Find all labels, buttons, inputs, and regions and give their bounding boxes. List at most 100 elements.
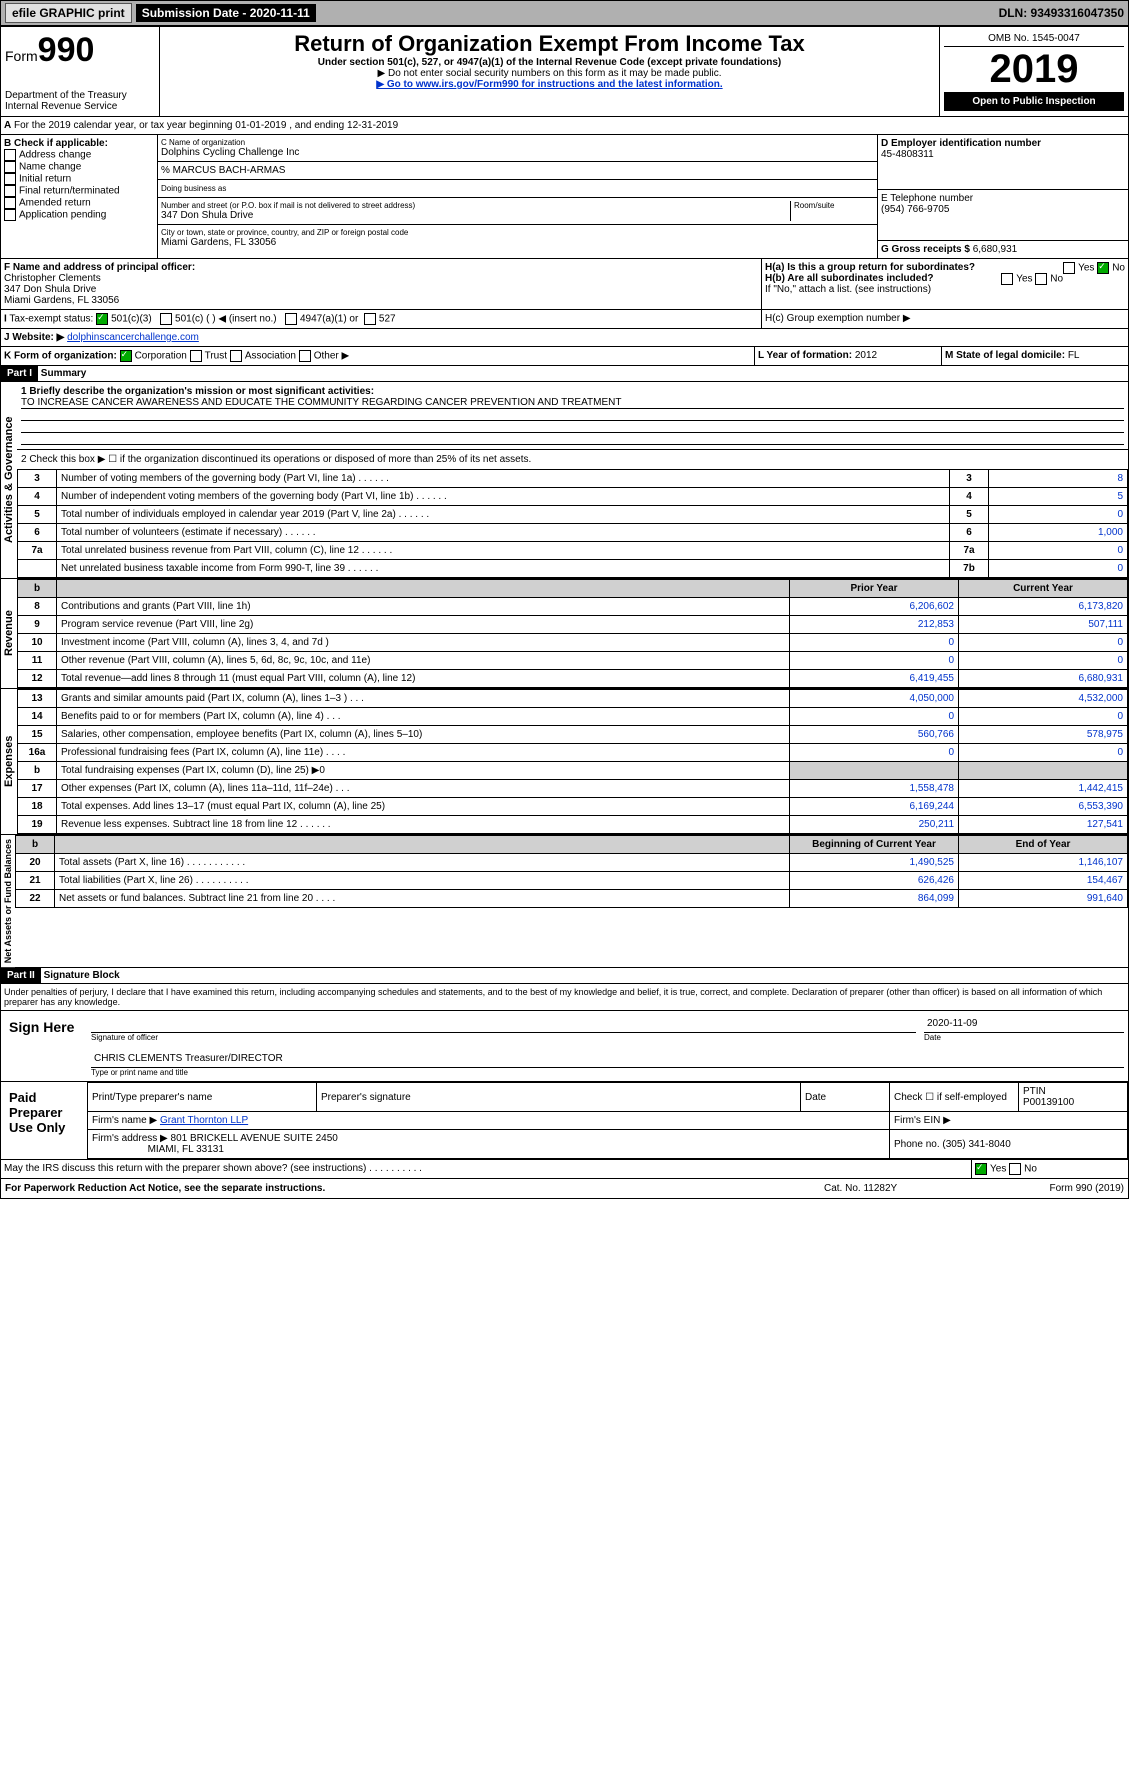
date-label: Date — [924, 1033, 1124, 1042]
row-text: Total number of volunteers (estimate if … — [57, 524, 950, 542]
efile-print-button[interactable]: efile GRAPHIC print — [5, 3, 132, 23]
catno: Cat. No. 11282Y — [824, 1183, 974, 1194]
check-amended[interactable] — [4, 197, 16, 209]
submission-date: Submission Date - 2020-11-11 — [136, 4, 316, 22]
check-4947[interactable] — [285, 313, 297, 325]
top-bar: efile GRAPHIC print Submission Date - 20… — [0, 0, 1129, 26]
firmein-label: Firm's EIN ▶ — [890, 1112, 1128, 1130]
check-corp[interactable] — [120, 350, 132, 362]
prior-val: 1,490,525 — [790, 854, 959, 872]
check-501c3[interactable] — [96, 313, 108, 325]
form-subtitle: Under section 501(c), 527, or 4947(a)(1)… — [164, 57, 935, 68]
box-d-label: D Employer identification number — [881, 138, 1125, 149]
box-j-label: Website: ▶ — [12, 332, 64, 343]
row-num: 10 — [18, 634, 57, 652]
current-val: 0 — [959, 652, 1128, 670]
current-val: 578,975 — [959, 726, 1128, 744]
prior-val: 1,558,478 — [790, 780, 959, 798]
check-527[interactable] — [364, 313, 376, 325]
row-val: 0 — [989, 542, 1128, 560]
current-val — [959, 762, 1128, 780]
firmname-label: Firm's name ▶ — [92, 1115, 157, 1126]
current-val: 1,146,107 — [959, 854, 1128, 872]
row-num: 9 — [18, 616, 57, 634]
firm-city: MIAMI, FL 33131 — [148, 1144, 224, 1155]
prior-val: 0 — [790, 708, 959, 726]
box-l-label: L Year of formation: — [758, 350, 852, 361]
discuss-no[interactable] — [1009, 1163, 1021, 1175]
officer-addr2: Miami Gardens, FL 33056 — [4, 295, 758, 306]
city-label: City or town, state or province, country… — [161, 228, 874, 237]
row-val: 0 — [989, 560, 1128, 578]
row-text: Revenue less expenses. Subtract line 18 … — [57, 816, 790, 834]
discuss-label: May the IRS discuss this return with the… — [1, 1160, 972, 1178]
row-text: Other revenue (Part VIII, column (A), li… — [57, 652, 790, 670]
check-assoc[interactable] — [230, 350, 242, 362]
hb-yes[interactable] — [1001, 273, 1013, 285]
box-e-label: E Telephone number — [881, 193, 1125, 204]
row-num: 12 — [18, 670, 57, 688]
check-application[interactable] — [4, 209, 16, 221]
current-val: 0 — [959, 744, 1128, 762]
part2-sub: Signature Block — [44, 970, 120, 981]
row-num: 7a — [18, 542, 57, 560]
ha-no[interactable] — [1097, 262, 1109, 274]
hb-no[interactable] — [1035, 273, 1047, 285]
side-activities: Activities & Governance — [1, 382, 17, 578]
row-num: 3 — [18, 470, 57, 488]
row-box: 5 — [950, 506, 989, 524]
officer-print: CHRIS CLEMENTS Treasurer/DIRECTOR — [91, 1050, 1124, 1068]
officer-addr1: 347 Don Shula Drive — [4, 284, 758, 295]
row-num — [18, 560, 57, 578]
sigoff-label: Signature of officer — [91, 1033, 916, 1042]
prior-val: 560,766 — [790, 726, 959, 744]
typeprint-label: Type or print name and title — [91, 1068, 1124, 1077]
row-num: 13 — [18, 690, 57, 708]
row-text: Other expenses (Part IX, column (A), lin… — [57, 780, 790, 798]
sign-date: 2020-11-09 — [924, 1015, 1124, 1033]
box-b-label: B Check if applicable: — [4, 138, 154, 149]
form-label: Form — [5, 48, 38, 64]
check-initial[interactable] — [4, 173, 16, 185]
form-title: Return of Organization Exempt From Incom… — [164, 31, 935, 57]
row-num: 22 — [16, 890, 55, 908]
ha-yes[interactable] — [1063, 262, 1075, 274]
row-num: 18 — [18, 798, 57, 816]
current-val: 154,467 — [959, 872, 1128, 890]
row-num: 19 — [18, 816, 57, 834]
row-box: 7a — [950, 542, 989, 560]
row-text: Total fundraising expenses (Part IX, col… — [57, 762, 790, 780]
discuss-yes[interactable] — [975, 1163, 987, 1175]
row-text: Professional fundraising fees (Part IX, … — [57, 744, 790, 762]
formno: Form 990 (2019) — [1050, 1183, 1124, 1194]
check-501c[interactable] — [160, 313, 172, 325]
check-trust[interactable] — [190, 350, 202, 362]
row-text: Total number of individuals employed in … — [57, 506, 950, 524]
current-val: 991,640 — [959, 890, 1128, 908]
row-num: 4 — [18, 488, 57, 506]
hb-label: H(b) Are all subordinates included? — [765, 273, 934, 284]
row-num: 6 — [18, 524, 57, 542]
row-text: Total revenue—add lines 8 through 11 (mu… — [57, 670, 790, 688]
care-of: % MARCUS BACH-ARMAS — [158, 162, 877, 180]
row-num: 21 — [16, 872, 55, 890]
check-name[interactable] — [4, 161, 16, 173]
row-text: Program service revenue (Part VIII, line… — [57, 616, 790, 634]
dba-label: Doing business as — [161, 184, 226, 193]
check-final[interactable] — [4, 185, 16, 197]
row-val: 5 — [989, 488, 1128, 506]
prior-val: 626,426 — [790, 872, 959, 890]
psig-label: Preparer's signature — [317, 1083, 801, 1112]
row-num: 5 — [18, 506, 57, 524]
website-link[interactable]: dolphinscancerchallenge.com — [67, 332, 199, 343]
row-val: 0 — [989, 506, 1128, 524]
box-k-label: K Form of organization: — [4, 351, 117, 362]
omb: OMB No. 1545-0047 — [944, 31, 1124, 47]
pprep-label: Print/Type preparer's name — [88, 1083, 317, 1112]
check-address[interactable] — [4, 149, 16, 161]
goto-link[interactable]: ▶ Go to www.irs.gov/Form990 for instruct… — [376, 79, 722, 90]
firm-name[interactable]: Grant Thornton LLP — [160, 1115, 248, 1126]
year-formation: 2012 — [855, 350, 877, 361]
part1-sub: Summary — [41, 368, 87, 379]
check-other[interactable] — [299, 350, 311, 362]
